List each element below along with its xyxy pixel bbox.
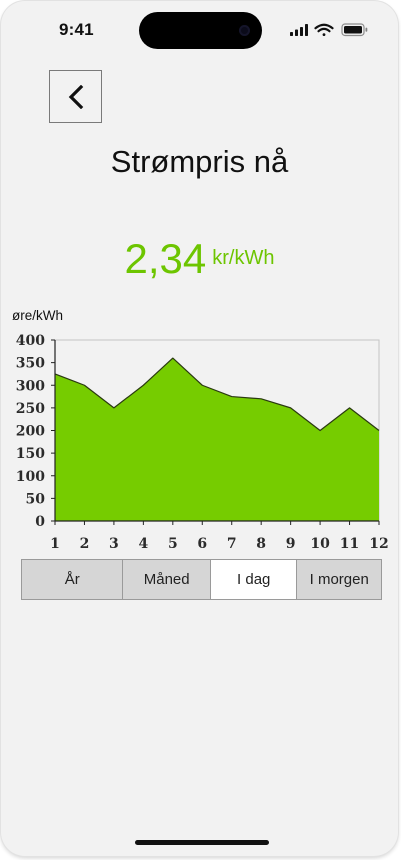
tab-2[interactable]: Måned (123, 560, 211, 599)
tab-3[interactable]: I dag (210, 560, 298, 599)
x-tick-label: 10 (310, 536, 330, 552)
x-tick-label: 4 (138, 536, 148, 552)
status-time: 9:41 (59, 20, 94, 39)
home-indicator (135, 840, 269, 845)
y-tick-label: 200 (16, 424, 45, 440)
y-tick-label: 150 (16, 446, 45, 462)
dynamic-island (139, 12, 262, 49)
x-tick-label: 3 (109, 536, 119, 552)
x-tick-label: 9 (286, 536, 296, 552)
wifi-icon (314, 23, 334, 36)
price-area (55, 358, 379, 521)
y-tick-label: 250 (16, 401, 45, 417)
chevron-left-icon (68, 85, 84, 109)
y-tick-label: 100 (16, 469, 45, 485)
y-tick-label: 400 (16, 333, 45, 349)
y-tick-label: 50 (26, 491, 46, 507)
x-tick-label: 5 (168, 536, 178, 552)
tab-4[interactable]: I morgen (309, 571, 369, 588)
y-axis-label: øre/kWh (12, 308, 63, 323)
x-tick-label: 1 (50, 536, 60, 552)
status-icons (290, 23, 370, 37)
price-unit: kr/kWh (212, 247, 275, 269)
x-tick-label: 8 (256, 536, 266, 552)
period-tabs: År Måned I dag I morgen (21, 559, 382, 600)
cellular-signal-icon (290, 24, 308, 36)
price-value: 2,34 (124, 235, 207, 282)
price-chart: 0 50 100 150 200 250 300 350 400 1 2 3 4 5 6 7 8 9 10 11 12 ø… (1, 301, 398, 556)
tab-1[interactable]: År (22, 560, 124, 599)
current-price: 2,34 kr/kWh (1, 235, 398, 283)
x-tick-label: 6 (197, 536, 207, 552)
x-tick-label: 11 (340, 536, 359, 552)
x-tick-label: 12 (369, 536, 388, 552)
back-button[interactable] (49, 70, 102, 123)
page-title: Strømpris nå (110, 144, 289, 179)
x-tick-label: 7 (227, 536, 237, 552)
y-tick-label: 300 (16, 378, 45, 394)
y-tick-label: 0 (35, 514, 45, 530)
camera-icon (239, 25, 250, 36)
battery-icon (341, 23, 368, 37)
y-tick-label: 350 (16, 356, 45, 372)
x-tick-label: 2 (80, 536, 90, 552)
price-line (54, 357, 380, 432)
